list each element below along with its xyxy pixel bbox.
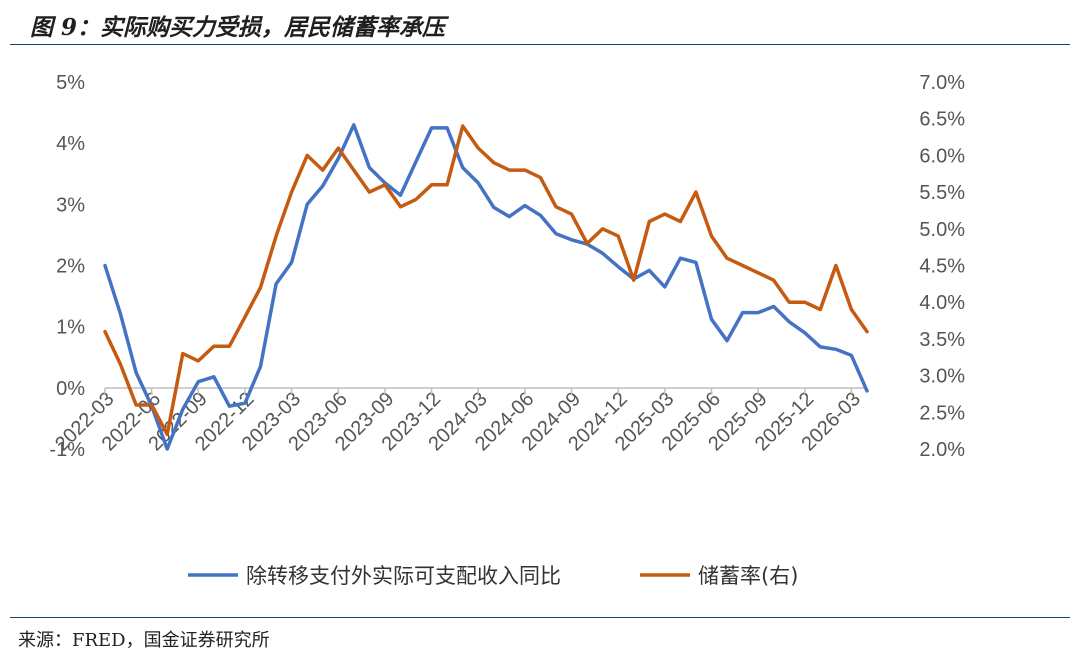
right-tick-label: 4.5%	[919, 256, 965, 278]
x-axis-tickmarks	[104, 388, 853, 394]
right-axis-ticks: 2.0% 2.5% 3.0% 3.5% 4.0% 4.5% 5.0% 5.5% 6.0% 6.5%…	[919, 72, 965, 461]
left-tick-label: 1%	[56, 317, 85, 339]
left-tick-label: 4%	[56, 133, 85, 155]
left-tick-label: -1%	[49, 439, 85, 461]
bottom-rule	[10, 617, 1070, 618]
right-tick-label: 4.0%	[919, 292, 965, 314]
source-note: 来源：FRED，国金证券研究所	[18, 630, 270, 651]
legend-label: 储蓄率(右)	[698, 564, 798, 588]
right-tick-label: 5.0%	[919, 219, 965, 241]
saving-rate-series-line	[103, 124, 869, 437]
right-tick-label: 2.5%	[919, 402, 965, 424]
left-tick-label: 5%	[56, 72, 85, 94]
figure-title: 图 9：实际购买力受损，居民储蓄率承压	[30, 14, 446, 41]
left-tick-label: 3%	[56, 194, 85, 216]
left-axis-ticks: -1% 0% 1% 2% 3% 4% 5%	[49, 72, 85, 461]
right-tick-label: 5.5%	[919, 182, 965, 204]
right-tick-label: 2.0%	[919, 439, 965, 461]
right-tick-label: 6.0%	[919, 145, 965, 167]
right-tick-label: 3.0%	[919, 366, 965, 388]
legend-label: 除转移支付外实际可支配收入同比	[246, 564, 561, 588]
series-lines	[103, 123, 869, 451]
right-tick-label: 6.5%	[919, 109, 965, 131]
right-tick-label: 7.0%	[919, 72, 965, 94]
legend: 除转移支付外实际可支配收入同比 储蓄率(右)	[188, 564, 798, 588]
income-series-line	[103, 123, 869, 451]
left-tick-label: 0%	[56, 378, 85, 400]
top-rule	[10, 44, 1070, 45]
left-tick-label: 2%	[56, 256, 85, 278]
right-tick-label: 3.5%	[919, 329, 965, 351]
